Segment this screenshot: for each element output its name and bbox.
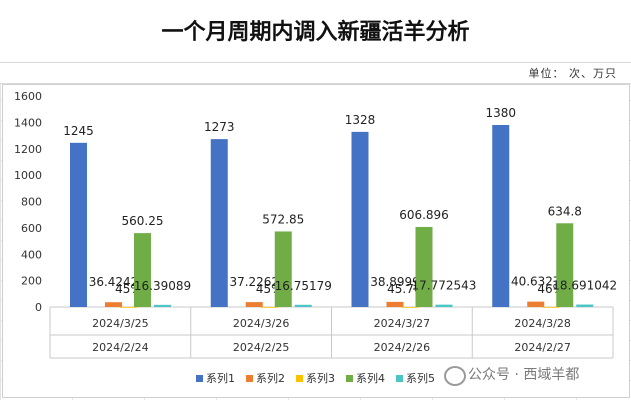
bar-系列3 [401, 306, 419, 308]
x-tick-label: 2024/3/28 [514, 317, 570, 330]
chart-area[interactable] [2, 84, 630, 398]
x-tick-label-secondary: 2024/2/27 [514, 341, 570, 354]
unit-band: 单位： 次、万只 [0, 62, 631, 84]
y-tick-label: 1400 [14, 116, 42, 129]
x-tick-label-secondary: 2024/2/25 [233, 341, 289, 354]
bar-系列2 [105, 302, 122, 307]
y-tick-label: 200 [21, 275, 42, 288]
y-tick-label: 0 [35, 301, 42, 314]
bar-系列1 [210, 139, 228, 307]
data-label: 572.85 [262, 212, 304, 226]
bar-系列2 [245, 302, 263, 307]
data-label: 18.691042 [552, 279, 617, 293]
bar-系列2 [386, 301, 404, 307]
data-label: 634.8 [548, 204, 582, 218]
x-tick-label-secondary: 2024/2/26 [374, 341, 430, 354]
data-label: 1245 [63, 124, 94, 138]
y-tick-label: 400 [21, 248, 42, 261]
y-tick-label: 1000 [14, 169, 42, 182]
data-label: 40.6327 [511, 275, 561, 289]
bar-系列4 [556, 223, 574, 307]
legend-label: 系列4 [356, 372, 385, 385]
legend-swatch [296, 375, 303, 382]
data-label: 1328 [345, 113, 376, 127]
legend-label: 系列1 [206, 372, 235, 385]
legend-label: 系列5 [406, 372, 435, 385]
bar-系列5 [576, 304, 594, 307]
legend-label: 系列3 [306, 372, 335, 385]
title-band: 一个月周期内调入新疆活羊分析 [0, 0, 631, 62]
data-label: 37.2262 [229, 275, 279, 289]
chart-title: 一个月周期内调入新疆活羊分析 [161, 19, 470, 45]
bar-系列4 [274, 231, 292, 307]
bar-系列5 [154, 304, 171, 307]
x-tick-label-secondary: 2024/2/24 [92, 341, 148, 354]
bar-系列3 [120, 306, 137, 308]
bar-系列5 [294, 304, 312, 307]
data-label: 38.8999 [370, 275, 420, 289]
legend-item: 系列1 [196, 370, 235, 386]
bar-系列4 [134, 233, 151, 307]
legend-label: 系列2 [256, 372, 285, 385]
bar-系列2 [527, 301, 545, 307]
legend-item: 系列4 [346, 370, 385, 386]
y-tick-label: 1200 [14, 143, 42, 156]
y-tick-label: 800 [21, 196, 42, 209]
y-tick-label: 600 [21, 222, 42, 235]
bar-系列5 [435, 304, 453, 307]
legend-swatch [346, 375, 353, 382]
data-label: 17.772543 [412, 279, 477, 293]
legend-item: 系列5 [396, 370, 435, 386]
legend-item: 系列3 [296, 370, 335, 386]
bar-系列3 [260, 306, 278, 308]
bar-系列4 [415, 226, 433, 307]
legend-swatch [196, 375, 203, 382]
watermark-text: 公众号 · 西域羊都 [468, 367, 580, 383]
x-tick-label: 2024/3/26 [233, 317, 289, 330]
data-label: 1380 [485, 106, 516, 120]
data-label: 16.39089 [134, 279, 191, 293]
data-label: 1273 [204, 120, 235, 134]
x-tick-label: 2024/3/25 [92, 317, 148, 330]
data-label: 16.75179 [275, 279, 332, 293]
data-label: 606.896 [399, 208, 449, 222]
legend-swatch [246, 375, 253, 382]
unit-label: 单位： 次、万只 [528, 67, 617, 80]
x-tick-label: 2024/3/27 [374, 317, 430, 330]
bar-系列1 [351, 131, 369, 307]
wechat-logo-icon [444, 366, 466, 386]
bar-系列1 [70, 142, 87, 307]
data-label: 560.25 [122, 214, 164, 228]
y-tick-label: 1600 [14, 90, 42, 103]
legend-item: 系列2 [246, 370, 285, 386]
bar-系列3 [542, 306, 560, 308]
data-label: 36.4242 [89, 275, 139, 289]
legend-swatch [396, 375, 403, 382]
bar-系列1 [492, 125, 510, 307]
